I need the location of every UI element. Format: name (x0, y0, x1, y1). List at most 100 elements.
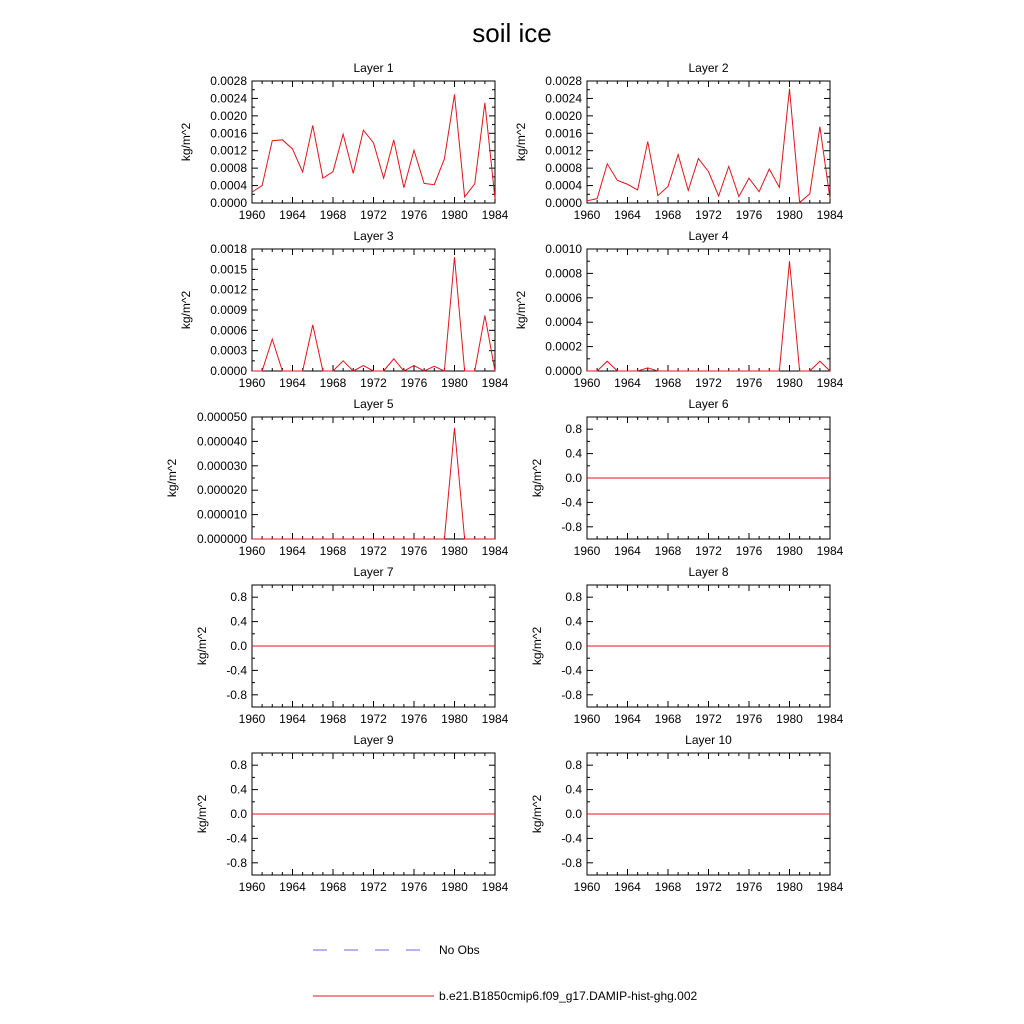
y-tick-label: 0.0008 (545, 161, 582, 175)
y-tick-label: -0.4 (561, 495, 582, 509)
y-tick-label: -0.4 (226, 663, 247, 677)
panel-layer-5: Layer 5 1960 1964 1968 1972 1976 1980 1984 0.000… (165, 397, 509, 558)
panel-layer-8: Layer 8 1960 1964 1968 1972 1976 1980 1984 -0.8 -… (530, 565, 844, 726)
y-axis-label: kg/m^2 (195, 795, 209, 834)
series-line-layer-4 (587, 261, 831, 372)
legend-entry-no-obs: No Obs (313, 943, 480, 957)
y-tick-label: 0.8 (230, 758, 247, 772)
y-tick-label: 0.4 (565, 783, 582, 797)
y-tick-label: 0.0000 (545, 364, 582, 378)
legend-label-no-obs: No Obs (439, 943, 480, 957)
x-tick-label: 1960 (239, 376, 266, 390)
y-axis-label: kg/m^2 (530, 795, 544, 834)
x-tick-label: 1984 (817, 544, 844, 558)
y-tick-label: 0.0 (565, 639, 582, 653)
x-tick-label: 1964 (279, 376, 306, 390)
x-tick-label: 1972 (360, 544, 387, 558)
x-tick-label: 1968 (655, 880, 682, 894)
plot-frame (251, 248, 496, 372)
x-tick-label: 1984 (817, 880, 844, 894)
y-tick-label: 0.0002 (545, 340, 582, 354)
x-tick-label: 1960 (574, 880, 601, 894)
x-tick-label: 1964 (614, 712, 641, 726)
x-tick-label: 1984 (817, 712, 844, 726)
x-tick-label: 1972 (360, 880, 387, 894)
x-tick-label: 1976 (736, 712, 763, 726)
y-axis-label: kg/m^2 (165, 459, 179, 498)
x-tick-label: 1960 (574, 544, 601, 558)
y-tick-label: 0.0016 (210, 126, 247, 140)
y-tick-label: 0.0008 (210, 161, 247, 175)
y-tick-label: -0.4 (561, 831, 582, 845)
y-tick-label: -0.8 (226, 688, 247, 702)
x-tick-label: 1976 (401, 208, 428, 222)
x-tick-label: 1976 (401, 544, 428, 558)
y-tick-label: 0.000020 (197, 483, 247, 497)
legend-entry-model-run: b.e21.B1850cmip6.f09_g17.DAMIP-hist-ghg.… (313, 989, 697, 1003)
y-axis-label: kg/m^2 (195, 627, 209, 666)
x-tick-label: 1964 (279, 880, 306, 894)
y-tick-label: 0.0020 (545, 109, 582, 123)
y-tick-label: -0.4 (226, 831, 247, 845)
y-axis-label: kg/m^2 (530, 627, 544, 666)
y-axis-label: kg/m^2 (179, 291, 193, 330)
x-tick-label: 1980 (441, 880, 468, 894)
y-tick-label: 0.8 (565, 590, 582, 604)
panel-layer-10: Layer 10 1960 1964 1968 1972 1976 1980 1984 -0.8… (530, 733, 844, 894)
x-tick-label: 1984 (817, 208, 844, 222)
y-tick-label: 0.000040 (197, 434, 247, 448)
y-tick-label: 0.0009 (210, 303, 247, 317)
legend: No Obs b.e21.B1850cmip6.f09_g17.DAMIP-hi… (313, 943, 697, 1003)
x-tick-label: 1976 (401, 376, 428, 390)
y-tick-label: -0.8 (561, 520, 582, 534)
y-tick-label: 0.8 (230, 590, 247, 604)
y-tick-label: 0.0 (230, 807, 247, 821)
x-tick-label: 1984 (482, 208, 509, 222)
panel-layer-4: Layer 4 1960 1964 1968 1972 1976 1980 1984 0.000… (514, 229, 844, 390)
x-tick-label: 1980 (441, 376, 468, 390)
x-tick-label: 1980 (441, 544, 468, 558)
plot-frame (586, 80, 831, 204)
y-tick-label: 0.0012 (545, 144, 582, 158)
x-tick-label: 1968 (320, 376, 347, 390)
y-tick-label: 0.0028 (210, 74, 247, 88)
x-tick-label: 1968 (655, 208, 682, 222)
x-tick-label: 1964 (614, 880, 641, 894)
y-tick-label: 0.4 (230, 615, 247, 629)
y-tick-label: 0.4 (565, 447, 582, 461)
x-tick-label: 1960 (574, 376, 601, 390)
x-tick-label: 1960 (239, 544, 266, 558)
x-tick-label: 1980 (776, 880, 803, 894)
series-line-layer-1 (251, 94, 496, 199)
x-tick-label: 1980 (776, 376, 803, 390)
x-tick-label: 1972 (695, 544, 722, 558)
x-tick-label: 1964 (279, 208, 306, 222)
x-tick-label: 1976 (401, 712, 428, 726)
y-tick-label: -0.4 (561, 663, 582, 677)
y-tick-label: 0.0012 (210, 144, 247, 158)
x-tick-label: 1960 (574, 712, 601, 726)
x-tick-label: 1972 (695, 208, 722, 222)
y-tick-label: 0.000010 (197, 508, 247, 522)
y-axis-label: kg/m^2 (514, 123, 528, 162)
panel-title: Layer 10 (685, 733, 732, 747)
y-axis-label: kg/m^2 (530, 459, 544, 498)
x-tick-label: 1984 (482, 712, 509, 726)
x-tick-label: 1960 (574, 208, 601, 222)
panel-title: Layer 8 (688, 565, 728, 579)
y-tick-label: 0.0004 (545, 179, 582, 193)
panel-title: Layer 5 (353, 397, 393, 411)
panels: Layer 1 1960 1964 1968 1972 1976 1980 1984 0.000… (165, 61, 844, 894)
x-tick-label: 1968 (320, 712, 347, 726)
x-tick-label: 1968 (320, 208, 347, 222)
y-tick-label: 0.0000 (210, 364, 247, 378)
y-tick-label: 0.0018 (210, 242, 247, 256)
y-tick-label: 0.0003 (210, 344, 247, 358)
panel-layer-9: Layer 9 1960 1964 1968 1972 1976 1980 1984 -0.8 -… (195, 733, 509, 894)
x-tick-label: 1972 (360, 208, 387, 222)
x-tick-label: 1968 (655, 376, 682, 390)
panel-title: Layer 1 (353, 61, 393, 75)
x-tick-label: 1968 (320, 880, 347, 894)
x-tick-label: 1984 (482, 544, 509, 558)
